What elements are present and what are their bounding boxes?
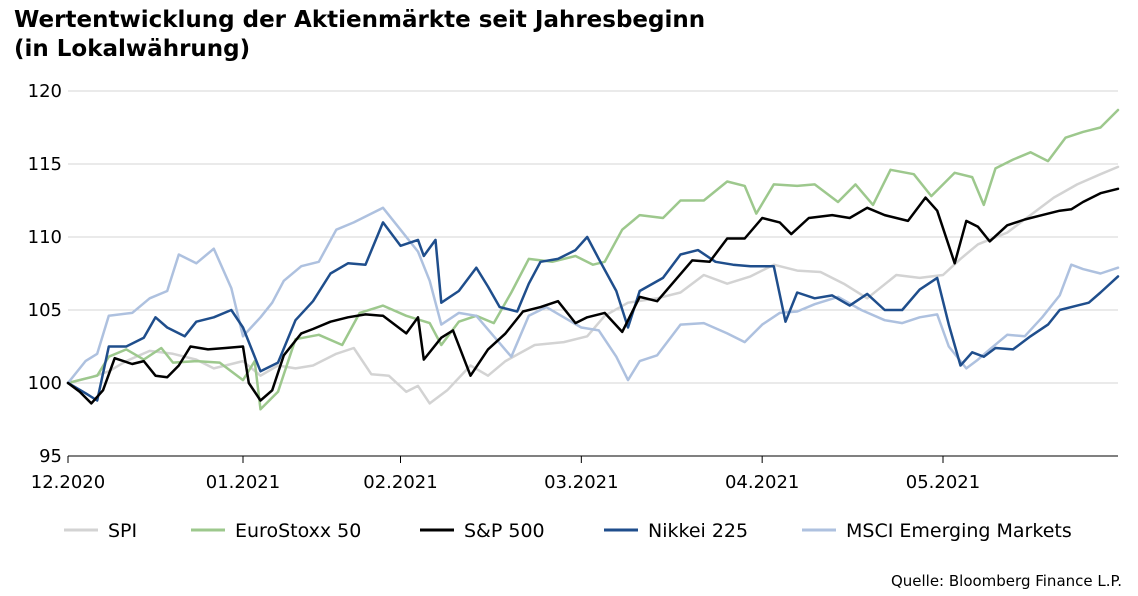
legend: SPI EuroStoxx 50 S&P 500 Nikkei 225 MSCI Eme…: [64, 520, 1072, 542]
chart-title: Wertentwicklung der Aktienmärkte seit Ja…: [14, 6, 705, 64]
series-line-nikkei-225: [66, 221, 1120, 402]
y-tick-label-95: 95: [39, 446, 62, 467]
x-tick-label-1: 01.2021: [206, 472, 280, 493]
x-tick-label-2: 02.2021: [363, 472, 437, 493]
series-line-s-p-500: [66, 187, 1120, 405]
x-tick-label-4: 04.2021: [725, 472, 799, 493]
x-tick-label-3: 03.2021: [544, 472, 618, 493]
legend-label-msci-emerging-markets: MSCI Emerging Markets: [846, 520, 1072, 542]
y-tick-label-120: 120: [28, 81, 62, 102]
x-tick-label-0: 12.2020: [31, 472, 105, 493]
gridlines: [68, 90, 1118, 384]
source-note: Quelle: Bloomberg Finance L.P.: [890, 572, 1122, 590]
x-axis: 12.2020 01.2021 02.2021 03.2021 04.2021 05.20…: [31, 455, 1118, 493]
legend-label-eurostoxx-50: EuroStoxx 50: [235, 520, 361, 542]
x-tick-label-5: 05.2021: [906, 472, 980, 493]
legend-label-s-p-500: S&P 500: [464, 520, 545, 542]
y-tick-label-115: 115: [28, 154, 62, 175]
series-line-eurostoxx-50: [66, 108, 1120, 411]
y-axis: 95 100 105 110 115 120: [28, 81, 62, 467]
chart-title-line-1: Wertentwicklung der Aktienmärkte seit Ja…: [14, 7, 706, 33]
y-tick-label-110: 110: [28, 227, 62, 248]
series-lines: [66, 108, 1120, 411]
series-line-msci-emerging-markets: [66, 206, 1120, 385]
chart-title-line-2: (in Lokalwährung): [14, 36, 251, 62]
y-tick-label-105: 105: [28, 300, 62, 321]
legend-label-spi: SPI: [108, 520, 137, 542]
y-tick-label-100: 100: [28, 373, 62, 394]
legend-label-nikkei-225: Nikkei 225: [648, 520, 748, 542]
